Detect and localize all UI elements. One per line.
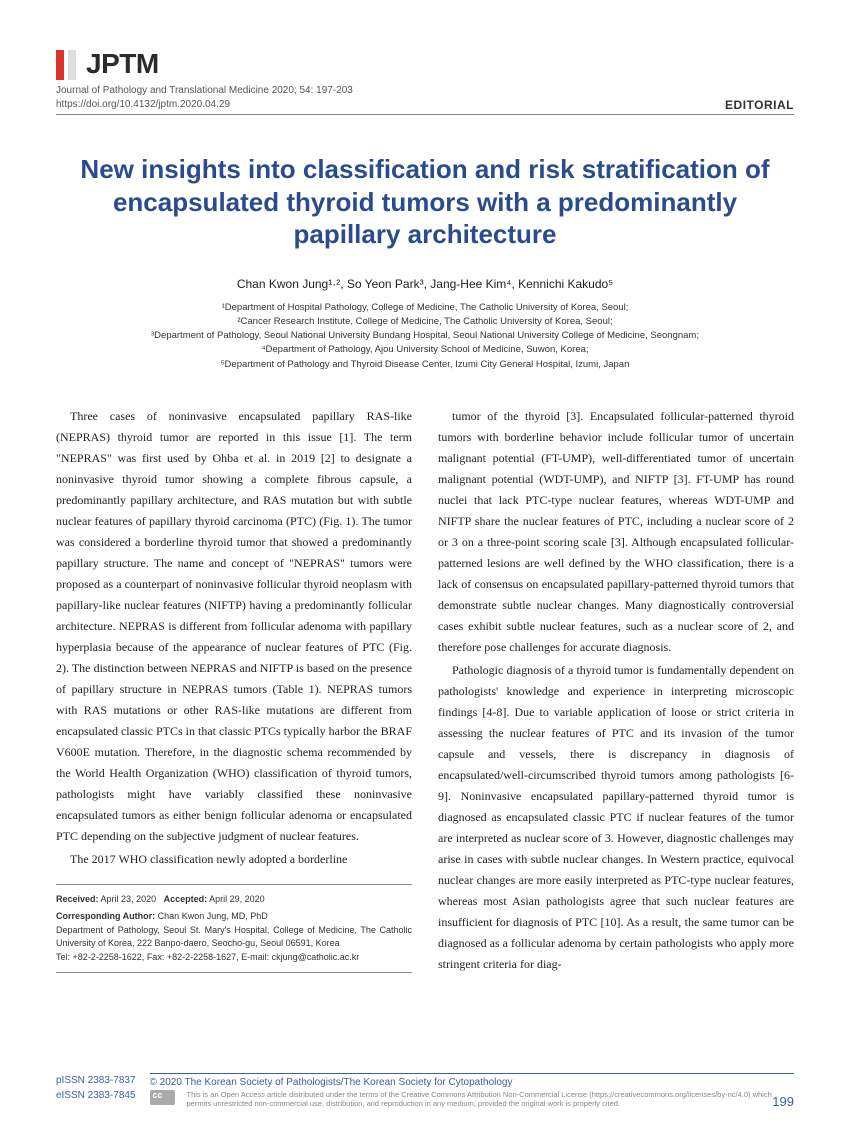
authors: Chan Kwon Jung¹·², So Yeon Park³, Jang-H… [56, 277, 794, 291]
cc-badge-icon [150, 1090, 175, 1105]
affiliation-2: ²Cancer Research Institute, College of M… [56, 315, 794, 329]
paragraph: Three cases of noninvasive encapsulated … [56, 406, 412, 847]
paragraph: tumor of the thyroid [3]. Encapsulated f… [438, 406, 794, 658]
copyright-line: © 2020 The Korean Society of Pathologist… [150, 1073, 794, 1088]
affiliation-4: ⁴Department of Pathology, Ajou Universit… [56, 343, 794, 357]
issn-block: pISSN 2383-7837 eISSN 2383-7845 [56, 1073, 136, 1103]
journal-header-line: Journal of Pathology and Translational M… [56, 84, 794, 115]
column-left: Three cases of noninvasive encapsulated … [56, 406, 412, 977]
corresponding-name: Chan Kwon Jung, MD, PhD [158, 911, 268, 921]
received-date: April 23, 2020 [101, 894, 157, 904]
journal-citation: Journal of Pathology and Translational M… [56, 84, 353, 98]
affiliation-3: ³Department of Pathology, Seoul National… [56, 329, 794, 343]
license-text: This is an Open Access article distribut… [187, 1090, 794, 1110]
affiliation-1: ¹Department of Hospital Pathology, Colle… [56, 301, 794, 315]
paragraph: Pathologic diagnosis of a thyroid tumor … [438, 660, 794, 975]
paragraph: The 2017 WHO classification newly adopte… [56, 849, 412, 870]
page-footer: pISSN 2383-7837 eISSN 2383-7845 © 2020 T… [56, 1073, 794, 1110]
doi-link[interactable]: https://doi.org/10.4132/jptm.2020.04.29 [56, 98, 353, 112]
article-title: New insights into classification and ris… [76, 153, 774, 251]
column-right: tumor of the thyroid [3]. Encapsulated f… [438, 406, 794, 977]
accepted-date: April 29, 2020 [209, 894, 265, 904]
eissn: eISSN 2383-7845 [56, 1088, 136, 1103]
corresponding-contact: Tel: +82-2-2258-1622, Fax: +82-2-2258-16… [56, 951, 412, 965]
article-info-box: Received: April 23, 2020 Accepted: April… [56, 884, 412, 974]
body-columns: Three cases of noninvasive encapsulated … [56, 406, 794, 977]
received-label: Received: [56, 894, 99, 904]
page-number: 199 [772, 1094, 794, 1109]
accepted-label: Accepted: [164, 894, 208, 904]
affiliations: ¹Department of Hospital Pathology, Colle… [56, 301, 794, 372]
corresponding-label: Corresponding Author: [56, 911, 155, 921]
affiliation-5: ⁵Department of Pathology and Thyroid Dis… [56, 358, 794, 372]
article-type: EDITORIAL [725, 98, 794, 112]
logo-redbar [56, 50, 64, 80]
journal-logo: JPTM [86, 48, 159, 80]
masthead: JPTM [56, 48, 794, 80]
pissn: pISSN 2383-7837 [56, 1073, 136, 1088]
logo-greybox [68, 50, 76, 80]
corresponding-address: Department of Pathology, Seoul St. Mary'… [56, 924, 412, 951]
